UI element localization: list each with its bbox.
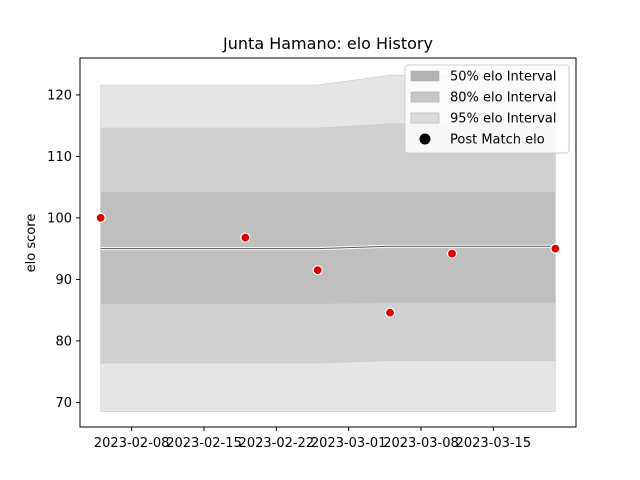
legend-swatch [410,112,440,124]
legend-label: 95% elo Interval [450,112,557,127]
legend-label: 50% elo Interval [450,70,557,85]
x-tick-label: 2023-03-15 [456,436,532,451]
axes-frame [79,57,577,428]
x-tick-label: 2023-02-22 [239,436,315,451]
x-tick-label: 2023-02-15 [166,436,242,451]
post-match-point [446,248,458,259]
post-match-point [95,212,106,223]
chart-title: Junta Hamano: elo History [222,34,433,53]
legend-label: 80% elo Interval [450,91,557,106]
legend: 50% elo Interval 80% elo Interval 95% elo … [404,64,570,154]
y-tick-label: 90 [55,273,72,288]
mean-line [100,245,556,250]
x-tick-label: 2023-02-08 [94,436,170,451]
y-axis: 70 80 90 100 110 120 [47,88,80,411]
legend-box [404,64,570,154]
plot-area [95,74,561,412]
legend-swatch [410,70,440,82]
y-tick-label: 110 [47,150,72,165]
legend-label: Post Match elo [450,133,545,148]
y-tick-label: 80 [55,334,72,349]
y-tick-label: 70 [55,396,72,411]
x-tick-label: 2023-03-08 [383,436,459,451]
post-match-point [312,265,323,276]
post-match-point [240,232,251,243]
post-match-point [550,243,561,254]
x-tick-label: 2023-03-01 [311,436,387,451]
y-tick-label: 100 [47,211,72,226]
y-tick-label: 120 [47,88,72,103]
post-match-point [384,307,396,318]
x-axis: 2023-02-082023-02-152023-02-222023-03-01… [94,427,531,451]
legend-swatch [410,91,440,103]
y-axis-label: elo score [24,214,39,273]
legend-marker [419,133,431,145]
